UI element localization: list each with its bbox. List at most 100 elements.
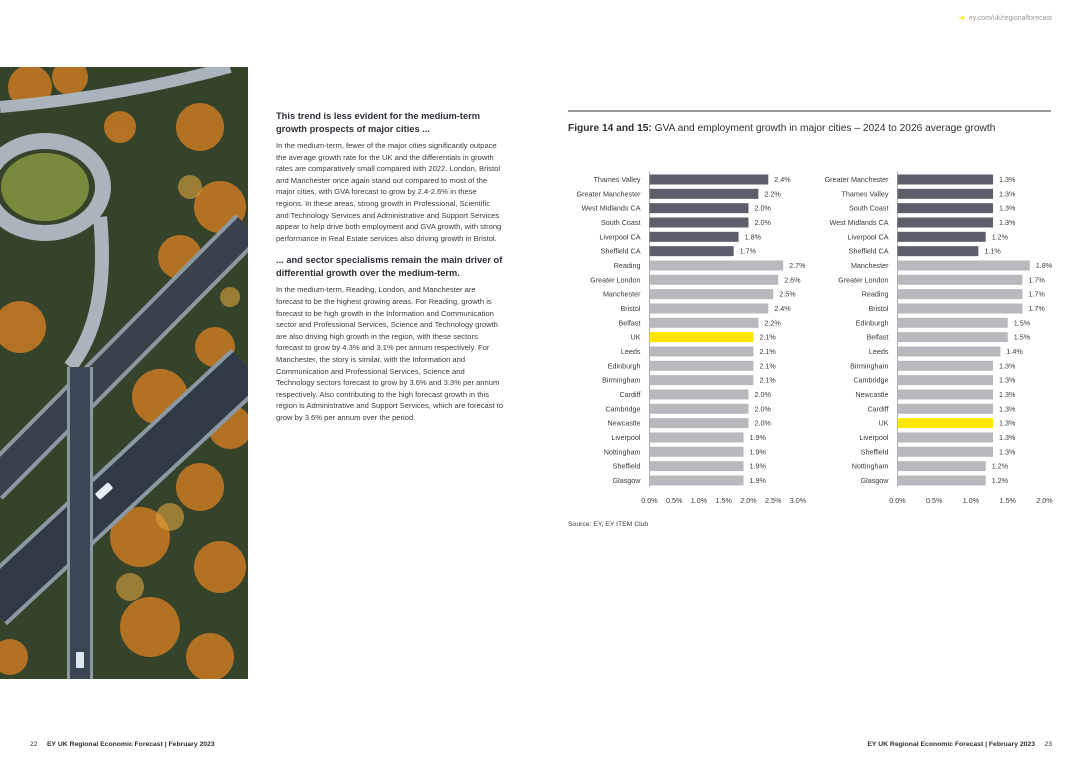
- bar: [649, 231, 739, 242]
- figure-title: Figure 14 and 15: GVA and employment gro…: [568, 123, 995, 134]
- category-label: West Midlands CA: [830, 218, 889, 227]
- bar: [897, 289, 1023, 300]
- bar: [649, 432, 744, 443]
- category-label: West Midlands CA: [582, 204, 641, 213]
- paragraph: In the medium-term, Reading, London, and…: [276, 285, 504, 422]
- bar: [897, 188, 994, 199]
- bar: [649, 461, 744, 472]
- tick-label: 0.0%: [641, 496, 658, 505]
- figure-divider: [568, 110, 1051, 112]
- paragraph: In the medium-term, fewer of the major c…: [276, 141, 502, 243]
- category-label: Newcastle: [855, 390, 888, 399]
- bar: [649, 246, 734, 257]
- bar: [649, 188, 759, 199]
- data-label: 2.0%: [755, 204, 772, 213]
- data-label: 1.3%: [999, 404, 1016, 413]
- bar: [897, 274, 1023, 285]
- bar: [649, 389, 749, 400]
- bar: [897, 217, 994, 228]
- bar: [897, 346, 1001, 357]
- bar: [897, 260, 1030, 271]
- data-label: 1.3%: [999, 218, 1016, 227]
- category-label: Sheffield: [861, 447, 889, 456]
- bar: [649, 346, 754, 357]
- tick-label: 2.5%: [765, 496, 782, 505]
- data-label: 1.3%: [999, 447, 1016, 456]
- bar: [649, 446, 744, 457]
- bar: [897, 375, 994, 386]
- category-label: Belfast: [867, 333, 889, 342]
- data-label: 2.1%: [759, 347, 776, 356]
- footer-left: 22 EY UK Regional Economic Forecast | Fe…: [30, 741, 215, 748]
- data-label: 2.2%: [764, 189, 781, 198]
- bar: [897, 317, 1008, 328]
- category-label: South Coast: [601, 218, 641, 227]
- category-label: Liverpool: [859, 433, 889, 442]
- footer-right-text: EY UK Regional Economic Forecast | Febru…: [867, 741, 1035, 748]
- data-label: 1.3%: [999, 361, 1016, 370]
- category-label: Cardiff: [867, 404, 888, 413]
- category-label: Newcastle: [607, 419, 640, 428]
- data-label: 1.8%: [1036, 261, 1053, 270]
- data-label: 1.5%: [1014, 318, 1031, 327]
- tick-label: 0.0%: [889, 496, 906, 505]
- category-label: Greater London: [590, 275, 640, 284]
- bar: [897, 475, 986, 486]
- bar: [649, 418, 749, 429]
- data-label: 1.9%: [750, 447, 767, 456]
- bar: [897, 332, 1008, 343]
- data-label: 1.3%: [999, 433, 1016, 442]
- footer-left-text: EY UK Regional Economic Forecast | Febru…: [47, 741, 215, 748]
- category-label: Greater London: [838, 275, 888, 284]
- data-label: 1.5%: [1014, 333, 1031, 342]
- category-label: Sheffield: [613, 462, 641, 471]
- bar: [649, 360, 754, 371]
- body-text-column: This trend is less evident for the mediu…: [276, 110, 504, 433]
- data-label: 2.1%: [759, 376, 776, 385]
- category-label: Sheffield CA: [849, 247, 889, 256]
- header-url[interactable]: ➜ ey.com/uk/regionalforecast: [959, 14, 1052, 22]
- footer-right: EY UK Regional Economic Forecast | Febru…: [867, 741, 1052, 748]
- category-label: Belfast: [619, 318, 641, 327]
- category-label: Glasgow: [613, 476, 642, 485]
- category-label: Manchester: [851, 261, 889, 270]
- bar: [897, 231, 986, 242]
- category-label: Nottingham: [852, 462, 889, 471]
- category-label: Birmingham: [850, 361, 888, 370]
- data-label: 1.3%: [999, 175, 1016, 184]
- data-label: 1.8%: [745, 232, 762, 241]
- category-label: UK: [631, 333, 641, 342]
- data-label: 2.7%: [789, 261, 806, 270]
- tick-label: 1.0%: [691, 496, 708, 505]
- data-label: 1.7%: [1028, 304, 1045, 313]
- data-label: 1.3%: [999, 204, 1016, 213]
- bar: [897, 403, 994, 414]
- figure-caption: GVA and employment growth in major citie…: [654, 123, 996, 134]
- aerial-photo-drawing: [0, 59, 266, 681]
- bar: [897, 432, 994, 443]
- tick-label: 1.5%: [716, 496, 733, 505]
- category-label: Liverpool CA: [599, 232, 640, 241]
- data-label: 2.5%: [779, 290, 796, 299]
- data-label: 2.0%: [755, 218, 772, 227]
- category-label: Thames Valley: [593, 175, 640, 184]
- data-label: 2.1%: [759, 333, 776, 342]
- category-label: Sheffield CA: [601, 247, 641, 256]
- bar: [649, 203, 749, 214]
- category-label: Reading: [614, 261, 641, 270]
- data-label: 1.1%: [984, 247, 1001, 256]
- bar: [649, 475, 744, 486]
- section-heading: ... and sector specialisms remain the ma…: [276, 255, 503, 279]
- data-label: 1.2%: [992, 476, 1009, 485]
- category-label: Cambridge: [605, 404, 640, 413]
- bar: [897, 461, 986, 472]
- bar: [649, 289, 774, 300]
- category-label: Greater Manchester: [577, 189, 642, 198]
- bar: [649, 375, 754, 386]
- category-label: Greater Manchester: [825, 175, 890, 184]
- data-label: 2.0%: [755, 419, 772, 428]
- data-label: 2.6%: [784, 275, 801, 284]
- bar: [649, 403, 749, 414]
- bar: [649, 260, 784, 271]
- bar: [897, 246, 979, 257]
